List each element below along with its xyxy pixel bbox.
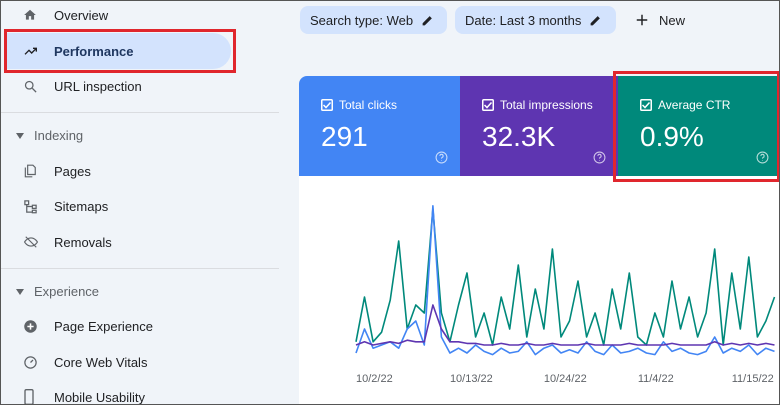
button-label: New [659,12,686,28]
nav-item[interactable]: Page Experience [1,308,279,344]
nav-item[interactable]: Performance [1,33,279,69]
section-title: Indexing [34,128,84,143]
icon [24,319,37,333]
icon [16,133,24,139]
section-title: Experience [34,284,100,299]
series-line [355,208,776,346]
metric-card[interactable]: Total clicks 291 [299,76,460,176]
nav-label: Performance [54,43,134,59]
filter-chip[interactable]: Date: Last 3 months [455,6,616,34]
metric-label: Total impressions [500,98,593,112]
nav-item[interactable]: Sitemaps [1,188,279,224]
x-tick-label: 10/24/22 [544,373,587,385]
metric-card[interactable]: Total impressions 32.3K [460,76,618,176]
icon [24,80,37,93]
x-tick-label: 11/15/22 [732,373,774,385]
icon [24,47,37,55]
checkbox[interactable] [321,99,333,111]
nav-label: Overview [54,7,109,23]
nav-item[interactable]: URL inspection [1,68,279,104]
highlight-box [613,71,779,182]
nav-label: Core Web Vitals [54,354,148,370]
filter-chip[interactable]: Search type: Web [300,6,447,34]
icon [24,389,34,404]
nav-item[interactable]: Mobile Usability [1,379,279,405]
series-line [355,304,775,346]
nav-label: URL inspection [54,78,142,94]
nav-label: Page Experience [54,318,154,334]
chip-label: Date: Last 3 months [465,12,582,28]
icon [24,199,37,213]
nav-item[interactable]: Core Web Vitals [1,344,279,380]
metric-label-row: Total clicks [321,98,397,112]
new-button[interactable]: New [625,6,695,34]
icon [24,164,36,178]
nav-item[interactable]: Removals [1,224,279,260]
checkbox[interactable] [640,99,652,111]
icon [590,15,601,25]
metric-value: 32.3K [482,121,556,152]
divider [1,268,279,269]
divider [1,112,279,113]
nav-label: Mobile Usability [54,389,146,405]
nav-highlight [6,33,231,69]
x-tick-label: 10/2/22 [356,373,393,385]
help-icon[interactable] [593,151,606,164]
icon [23,236,39,248]
x-tick-label: 10/13/22 [450,373,493,385]
icon [24,355,37,369]
icon [422,15,432,25]
x-tick-label: 11/4/22 [638,373,674,385]
help-icon[interactable] [756,151,769,164]
nav-item[interactable]: Overview [1,1,279,33]
metric-label: Total clicks [339,98,398,112]
icon [636,14,648,26]
icon [16,289,24,295]
series-line [355,205,775,356]
icon [24,9,36,20]
highlight-box [4,29,236,73]
metric-label: Average CTR [658,98,731,112]
checkbox[interactable] [482,99,494,111]
nav-label: Removals [54,234,112,250]
metric-value: 0.9% [640,121,704,152]
chip-label: Search type: Web [310,12,414,28]
nav-item[interactable]: Pages [1,153,279,189]
nav-label: Sitemaps [54,198,109,214]
metric-card[interactable]: Average CTR 0.9% [618,76,779,176]
metric-label-row: Average CTR [640,98,730,112]
metric-value: 291 [321,121,368,152]
help-icon[interactable] [435,151,448,164]
nav-label: Pages [54,163,91,179]
metric-label-row: Total impressions [482,98,593,112]
